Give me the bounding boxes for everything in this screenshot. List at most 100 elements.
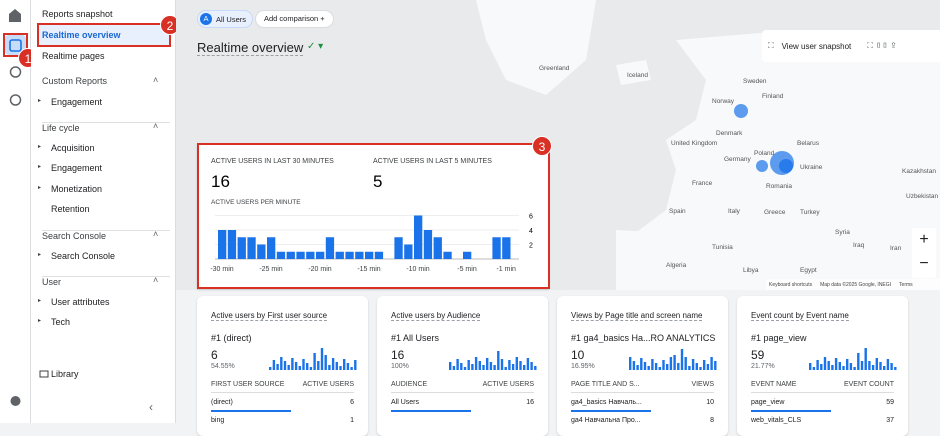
expand-arrow: ▸ <box>38 97 42 104</box>
card-top-item: #1 ga4_basics Ha...RO ANALYTICS <box>571 333 716 343</box>
map-label: Poland <box>754 150 775 157</box>
bar <box>286 251 295 259</box>
spark-bar <box>463 367 467 370</box>
nav-item[interactable]: Realtime pages <box>42 51 105 61</box>
view-snapshot[interactable]: View user snapshot <box>781 41 852 51</box>
spark-bar <box>699 367 702 370</box>
spark-bar <box>647 366 650 370</box>
spark-bar <box>673 355 676 370</box>
bar <box>345 251 354 259</box>
spark-bar <box>449 362 452 370</box>
card-value: 16 <box>391 348 405 362</box>
map-attribution[interactable]: Map data ©2025 Google, INEGI <box>820 282 892 288</box>
spark-bar <box>879 362 882 370</box>
nav-section[interactable]: Custom Reports <box>42 76 108 86</box>
spark-bar <box>643 362 647 370</box>
spark-bar <box>508 360 511 370</box>
nav-item[interactable]: User attributes <box>51 296 110 307</box>
x-tick-label: -15 min <box>357 266 380 273</box>
spark-bar <box>820 364 823 370</box>
segment-label: All Users <box>216 14 247 24</box>
map-label: Egypt <box>800 267 817 274</box>
zoom-controls[interactable]: + − <box>912 228 936 278</box>
card-title: Active users by First user source <box>211 311 328 321</box>
card-top-item: #1 (direct) <box>211 333 252 343</box>
row-label: web_vitals_CLS <box>751 417 802 424</box>
bar <box>316 251 325 259</box>
spark-bar <box>812 367 816 370</box>
add-comparison[interactable]: Add comparison + <box>255 10 334 28</box>
map-label: Italy <box>728 208 740 215</box>
card-value: 59 <box>751 348 765 362</box>
nav-item[interactable]: Realtime overview <box>42 30 121 40</box>
sidebar: Reports snapshot Realtime overview Realt… <box>31 0 176 423</box>
spark-bar <box>283 361 287 370</box>
nav-section[interactable]: Search Console <box>42 230 170 241</box>
expand-arrow: ▸ <box>38 164 42 170</box>
spark-bar <box>452 366 456 370</box>
page-title: Realtime overview <box>197 40 304 56</box>
spark-bar <box>294 362 298 370</box>
folder-icon <box>39 370 49 378</box>
nav-section[interactable]: User <box>42 276 170 287</box>
nav-item[interactable]: Search Console <box>51 250 116 261</box>
collapse[interactable]: ‹ <box>149 400 153 414</box>
bar <box>414 215 423 259</box>
spark-bar <box>324 355 327 370</box>
spark-bar <box>658 367 661 370</box>
bar <box>296 251 305 259</box>
y-tick-label: 6 <box>529 214 533 221</box>
spark-bar <box>478 361 481 370</box>
bar <box>257 244 266 259</box>
map-label: Iran <box>890 245 902 252</box>
nav-item[interactable]: Retention <box>51 204 90 214</box>
row-bar <box>571 410 651 412</box>
nav-item[interactable]: Engagement <box>51 163 103 173</box>
row-value: 37 <box>886 417 894 424</box>
spark-bar <box>654 363 658 370</box>
annotation-badge: 3 <box>532 136 552 156</box>
map-label: Greenland <box>539 65 570 72</box>
spark-bar <box>298 366 301 370</box>
map-label: Algeria <box>666 262 687 269</box>
sparkline <box>269 348 357 370</box>
bar <box>306 251 315 259</box>
spark-bar <box>511 364 515 370</box>
spark-bar <box>853 367 856 370</box>
spark-bar <box>838 362 841 370</box>
chevron: ˄ <box>153 75 159 85</box>
status-icon: ✓ ▾ <box>307 41 324 52</box>
expand-arrow: ▸ <box>38 143 42 150</box>
map-land <box>476 0 940 290</box>
nav-item[interactable]: Acquisition <box>51 142 95 153</box>
spark-bar <box>871 365 875 370</box>
card-percent: 21.77% <box>751 363 775 370</box>
spark-bar <box>331 358 335 370</box>
nav-item[interactable]: Monetization <box>51 183 103 194</box>
bar <box>325 237 335 259</box>
map-label: United Kingdom <box>671 140 718 147</box>
nav-item[interactable]: Engagement <box>51 96 103 107</box>
spark-bar <box>662 360 665 370</box>
kpi-label: ACTIVE USERS IN LAST 5 MINUTES <box>373 158 492 165</box>
segment-chip[interactable]: A All Users <box>197 10 254 28</box>
nav-item[interactable]: Reports snapshot <box>42 9 113 19</box>
row-divider <box>211 392 354 393</box>
spark-bar <box>868 361 871 370</box>
map-attribution[interactable]: Terms <box>899 282 913 288</box>
row-bar <box>391 410 471 412</box>
spark-bar <box>651 359 654 370</box>
nav-item[interactable]: Tech <box>51 317 71 327</box>
library[interactable]: Library <box>51 369 79 379</box>
map-label: Ukraine <box>800 164 823 171</box>
spark-bar <box>343 359 346 370</box>
row-divider <box>571 392 714 393</box>
spark-bar <box>328 365 331 370</box>
realtime-chart: ACTIVE USERS IN LAST 30 MINUTES 16 ACTIVE … <box>210 158 533 273</box>
nav-section[interactable]: Life cycle <box>42 122 170 133</box>
map-attribution[interactable]: Keyboard shortcuts <box>769 282 813 288</box>
bar <box>433 237 442 259</box>
highlight-box <box>37 23 171 47</box>
spark-bar <box>669 357 673 370</box>
spark-bar <box>276 364 279 370</box>
